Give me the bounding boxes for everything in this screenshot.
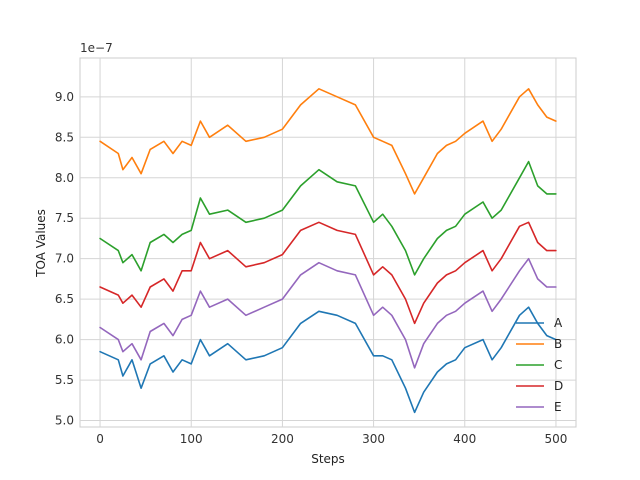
y-tick-label: 9.0 (55, 90, 74, 104)
series-lines (99, 88, 557, 414)
x-axis-label: Steps (311, 452, 345, 466)
x-gridlines (99, 58, 557, 427)
y-tick-label: 8.0 (55, 171, 74, 185)
x-tick-labels: 0 100 200 300 400 500 (96, 432, 567, 446)
legend-label-a: A (554, 316, 563, 330)
legend-label-e: E (554, 400, 562, 414)
legend-label-d: D (554, 379, 563, 393)
series-line-d (99, 221, 557, 325)
x-tick-label: 100 (180, 432, 203, 446)
series-line-a (99, 306, 557, 414)
y-tick-labels: 5.0 5.5 6.0 6.5 7.0 7.5 8.0 8.5 9.0 (55, 90, 74, 428)
plot-area (79, 57, 577, 428)
y-gridlines (80, 96, 576, 422)
series-line-b (99, 88, 557, 195)
axes-frame (79, 57, 577, 428)
x-tick-label: 300 (362, 432, 385, 446)
y-tick-label: 8.5 (55, 130, 74, 144)
y-tick-label: 7.0 (55, 252, 74, 266)
y-tick-label: 6.5 (55, 292, 74, 306)
y-axis-label: TOA Values (34, 209, 48, 278)
legend-label-b: B (554, 337, 562, 351)
y-offset-text: 1e−7 (80, 41, 113, 55)
series-line-c (99, 160, 557, 276)
legend-label-c: C (554, 358, 562, 372)
x-tick-label: 500 (544, 432, 567, 446)
y-tick-label: 5.5 (55, 373, 74, 387)
x-tick-label: 200 (271, 432, 294, 446)
y-tick-label: 7.5 (55, 211, 74, 225)
series-line-e (99, 257, 557, 369)
x-tick-label: 400 (453, 432, 476, 446)
x-tick-label: 0 (96, 432, 104, 446)
y-tick-label: 6.0 (55, 333, 74, 347)
y-tick-label: 5.0 (55, 414, 74, 428)
